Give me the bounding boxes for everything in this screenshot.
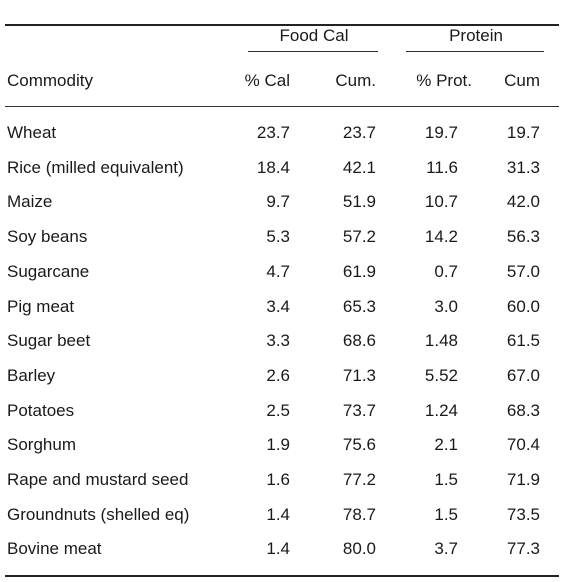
cell-cum-cal: 42.1 bbox=[342, 158, 376, 177]
cell-commodity: Soy beans bbox=[7, 227, 88, 246]
cell-pct-prot: 11.6 bbox=[426, 158, 458, 177]
cell-cum-prot: 71.9 bbox=[506, 470, 540, 489]
cell-cum-cal: 71.3 bbox=[342, 366, 376, 385]
cell-cum-cal: 77.2 bbox=[342, 470, 376, 489]
group-header-food-cal: Food Cal bbox=[279, 26, 349, 45]
cell-cum-prot: 60.0 bbox=[506, 297, 540, 316]
cell-pct-prot: 1.24 bbox=[424, 401, 458, 420]
column-header-pct-cal: % Cal bbox=[244, 71, 290, 90]
header-bottom-rule bbox=[5, 106, 559, 107]
cell-cum-prot: 31.3 bbox=[506, 158, 540, 177]
cell-commodity: Sorghum bbox=[7, 435, 76, 454]
cell-pct-cal: 2.5 bbox=[266, 401, 290, 420]
cell-pct-prot: 1.5 bbox=[434, 505, 458, 524]
column-header-pct-prot: % Prot. bbox=[416, 71, 472, 90]
cell-pct-cal: 2.6 bbox=[266, 366, 290, 385]
cell-pct-cal: 1.6 bbox=[266, 470, 290, 489]
cell-cum-cal: 80.0 bbox=[342, 539, 376, 558]
cell-pct-prot: 2.1 bbox=[434, 435, 458, 454]
cell-cum-prot: 77.3 bbox=[506, 539, 540, 558]
cell-cum-prot: 56.3 bbox=[506, 227, 540, 246]
group-rule-food-cal bbox=[248, 51, 378, 52]
table-bottom-rule bbox=[5, 575, 559, 577]
cell-cum-cal: 68.6 bbox=[342, 331, 376, 350]
cell-cum-cal: 23.7 bbox=[342, 123, 376, 142]
cell-cum-prot: 67.0 bbox=[506, 366, 540, 385]
cell-pct-prot: 0.7 bbox=[434, 262, 458, 281]
cell-pct-prot: 3.7 bbox=[434, 539, 458, 558]
cell-pct-prot: 19.7 bbox=[424, 123, 458, 142]
table-top-rule bbox=[5, 24, 559, 26]
group-header-protein: Protein bbox=[449, 26, 503, 45]
cell-commodity: Rice (milled equivalent) bbox=[7, 158, 184, 177]
column-header-cum-prot: Cum bbox=[504, 71, 540, 90]
cell-cum-cal: 61.9 bbox=[342, 262, 376, 281]
cell-pct-prot: 14.2 bbox=[424, 227, 458, 246]
cell-pct-prot: 1.48 bbox=[424, 331, 458, 350]
cell-commodity: Pig meat bbox=[7, 297, 75, 316]
cell-pct-cal: 3.3 bbox=[266, 331, 290, 350]
column-header-cum-cal: Cum. bbox=[335, 71, 376, 90]
cell-pct-prot: 5.52 bbox=[424, 366, 458, 385]
cell-commodity: Potatoes bbox=[7, 401, 75, 420]
cell-cum-prot: 73.5 bbox=[506, 505, 540, 524]
cell-cum-prot: 70.4 bbox=[506, 435, 540, 454]
cell-cum-prot: 57.0 bbox=[506, 262, 540, 281]
cell-cum-cal: 57.2 bbox=[342, 227, 376, 246]
cell-pct-cal: 1.4 bbox=[266, 539, 290, 558]
cell-commodity: Sugar beet bbox=[7, 331, 91, 350]
cell-cum-cal: 65.3 bbox=[342, 297, 376, 316]
cell-pct-prot: 3.0 bbox=[434, 297, 458, 316]
cell-commodity: Barley bbox=[7, 366, 56, 385]
cell-cum-prot: 19.7 bbox=[506, 123, 540, 142]
cell-cum-prot: 61.5 bbox=[506, 331, 540, 350]
cell-commodity: Maize bbox=[7, 192, 53, 211]
cell-pct-prot: 10.7 bbox=[424, 192, 458, 211]
cell-cum-prot: 68.3 bbox=[506, 401, 540, 420]
cell-pct-cal: 1.4 bbox=[266, 505, 290, 524]
cell-commodity: Sugarcane bbox=[7, 262, 90, 281]
cell-commodity: Rape and mustard seed bbox=[7, 470, 189, 489]
cell-cum-cal: 75.6 bbox=[342, 435, 376, 454]
cell-cum-cal: 51.9 bbox=[342, 192, 376, 211]
cell-cum-cal: 73.7 bbox=[342, 401, 376, 420]
cell-commodity: Groundnuts (shelled eq) bbox=[7, 505, 190, 524]
cell-pct-cal: 3.4 bbox=[266, 297, 290, 316]
cell-pct-cal: 18.4 bbox=[256, 158, 290, 177]
column-header-commodity: Commodity bbox=[7, 71, 93, 90]
cell-pct-cal: 4.7 bbox=[266, 262, 290, 281]
cell-pct-cal: 1.9 bbox=[266, 435, 290, 454]
cell-commodity: Bovine meat bbox=[7, 539, 102, 558]
cell-cum-prot: 42.0 bbox=[506, 192, 540, 211]
cell-pct-prot: 1.5 bbox=[434, 470, 458, 489]
cell-pct-cal: 5.3 bbox=[266, 227, 290, 246]
cell-pct-cal: 23.7 bbox=[256, 123, 290, 142]
cell-pct-cal: 9.7 bbox=[266, 192, 290, 211]
group-rule-protein bbox=[406, 51, 544, 52]
cell-commodity: Wheat bbox=[7, 123, 57, 142]
cell-cum-cal: 78.7 bbox=[342, 505, 376, 524]
